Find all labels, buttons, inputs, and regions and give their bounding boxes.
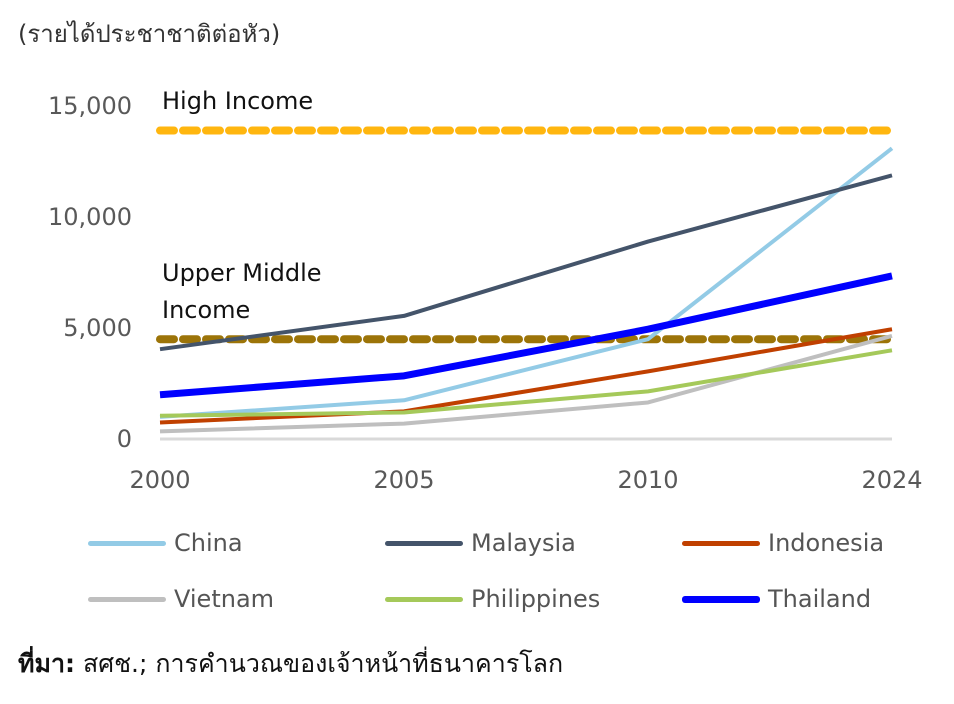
legend-item-china: China xyxy=(88,529,243,557)
legend-label: China xyxy=(174,529,243,557)
legend-label: Malaysia xyxy=(471,529,576,557)
series-line-indonesia xyxy=(159,327,893,425)
legend-item-thailand: Thailand xyxy=(682,585,871,613)
source-text: สศช.; การคำนวณของเจ้าหน้าที่ธนาคารโลก xyxy=(75,649,564,678)
legend-swatch xyxy=(682,540,760,546)
series-line-thailand xyxy=(159,272,893,399)
legend-swatch xyxy=(385,596,463,602)
y-tick-label: 10,000 xyxy=(48,203,132,231)
threshold-label-high-income: High Income xyxy=(162,87,313,115)
y-tick-label: 5,000 xyxy=(63,314,132,342)
y-axis-label: (รายได้ประชาชาติต่อหัว) xyxy=(18,20,281,48)
legend-item-vietnam: Vietnam xyxy=(88,585,274,613)
y-tick-label: 0 xyxy=(117,425,132,453)
y-tick-label: 15,000 xyxy=(48,92,132,120)
legend-swatch xyxy=(88,596,166,602)
legend-swatch xyxy=(682,595,760,603)
legend-label: Philippines xyxy=(471,585,601,613)
series-line-malaysia xyxy=(159,173,893,352)
legend-swatch xyxy=(88,540,166,546)
legend-label: Vietnam xyxy=(174,585,275,613)
legend-swatch xyxy=(385,540,463,546)
x-tick-label: 2024 xyxy=(861,466,922,494)
threshold-label-upper-middle: Income xyxy=(162,296,250,324)
series-line-philippines xyxy=(159,348,893,418)
x-tick-label: 2010 xyxy=(617,466,678,494)
legend-label: Thailand xyxy=(768,585,872,613)
legend-item-philippines: Philippines xyxy=(385,585,600,613)
source-label: ที่มา: xyxy=(18,649,75,678)
source-note: ที่มา: สศช.; การคำนวณของเจ้าหน้าที่ธนาคา… xyxy=(18,644,563,684)
legend-label: Indonesia xyxy=(768,529,885,557)
x-tick-label: 2005 xyxy=(373,466,434,494)
legend-item-malaysia: Malaysia xyxy=(385,529,576,557)
threshold-label-upper-middle: Upper Middle xyxy=(162,259,322,287)
x-tick-label: 2000 xyxy=(129,466,190,494)
legend-item-indonesia: Indonesia xyxy=(682,529,884,557)
line-chart: 0 5,000 10,000 15,000 2000 2005 2010 2024 High I… xyxy=(48,87,923,494)
series-line-china xyxy=(159,146,894,419)
